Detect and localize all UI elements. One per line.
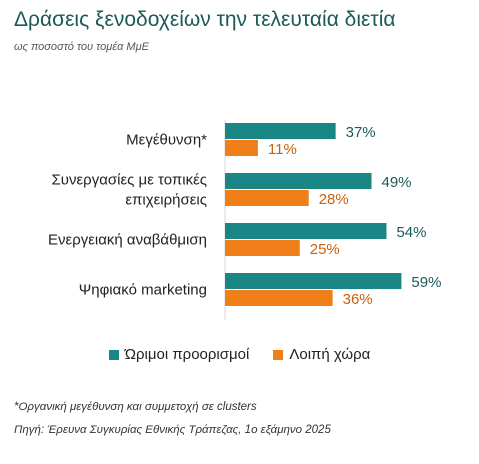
bar: [225, 123, 336, 139]
data-label: 11%: [268, 141, 297, 158]
legend: Ώριμοι προορισμοί Λοιπή χώρα: [0, 346, 479, 363]
data-label: 49%: [382, 174, 412, 191]
bar: [225, 290, 333, 306]
chart-subtitle: ως ποσοστό του τομέα ΜμΕ: [14, 41, 149, 53]
data-label: 25%: [310, 241, 340, 258]
category-label: επιχειρήσεις: [125, 192, 207, 209]
bar: [225, 173, 372, 189]
category-label: Συνεργασίες με τοπικές: [52, 172, 207, 189]
legend-swatch-mature: [108, 349, 119, 360]
bar: [225, 240, 300, 256]
data-label: 37%: [346, 124, 376, 141]
data-label: 59%: [411, 274, 441, 291]
legend-swatch-rest: [273, 349, 284, 360]
legend-item-rest: Λοιπή χώρα: [273, 346, 370, 363]
bar: [225, 223, 387, 239]
data-label: 28%: [319, 191, 349, 208]
legend-item-mature: Ώριμοι προορισμοί: [108, 346, 250, 363]
legend-label-rest: Λοιπή χώρα: [289, 346, 371, 363]
bar-chart: Μεγέθυνση* 37% 11% Συνεργασίες με τοπικές επ…: [48, 120, 441, 320]
bar: [225, 273, 402, 289]
bar: [225, 190, 309, 206]
data-label: 54%: [396, 224, 426, 241]
category-label: Μεγέθυνση*: [126, 132, 207, 149]
category-label: Ψηφιακό marketing: [79, 282, 207, 299]
source-note: Πηγή: Έρευνα Συγκυρίας Εθνικής Τράπεζας,…: [14, 424, 331, 436]
bar: [225, 140, 258, 156]
footnote: *Οργανική μεγέθυνση και συμμετοχή σε clu…: [14, 401, 257, 413]
category-label: Ενεργειακή αναβάθμιση: [48, 232, 207, 249]
chart-title: Δράσεις ξενοδοχείων την τελευταία διετία: [14, 8, 396, 31]
legend-label-mature: Ώριμοι προορισμοί: [124, 346, 250, 363]
data-label: 36%: [343, 291, 373, 308]
